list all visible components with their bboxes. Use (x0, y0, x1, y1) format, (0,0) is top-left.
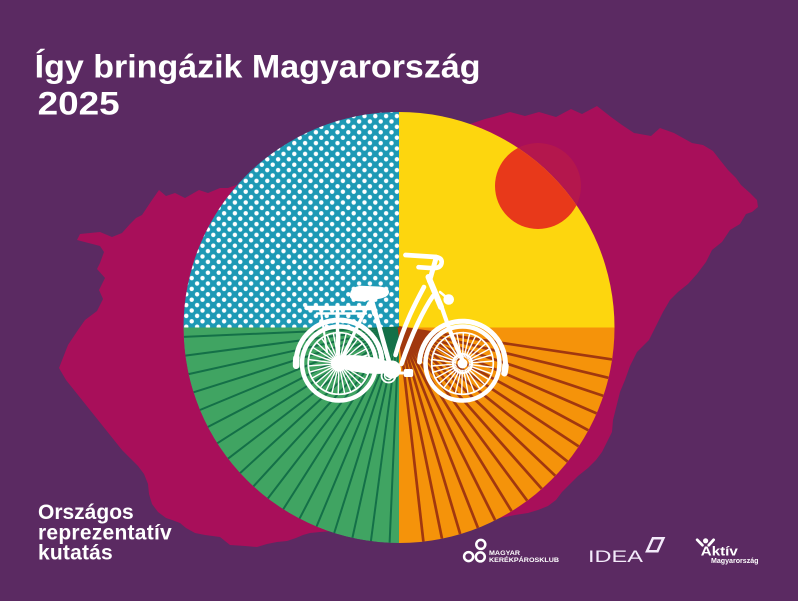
svg-text:kutatás: kutatás (38, 542, 113, 565)
svg-text:IDEA: IDEA (588, 547, 644, 566)
svg-text:Így bringázik Magyarország: Így bringázik Magyarország (35, 49, 481, 85)
svg-text:2025: 2025 (38, 86, 120, 122)
svg-text:KERÉKPÁROSKLUB: KERÉKPÁROSKLUB (489, 555, 559, 564)
svg-text:MAGYAR: MAGYAR (489, 550, 520, 557)
svg-text:Országos: Országos (38, 501, 134, 524)
svg-text:reprezentatív: reprezentatív (38, 521, 172, 544)
svg-text:Aktív: Aktív (701, 544, 738, 558)
svg-text:Magyarország: Magyarország (711, 556, 759, 565)
